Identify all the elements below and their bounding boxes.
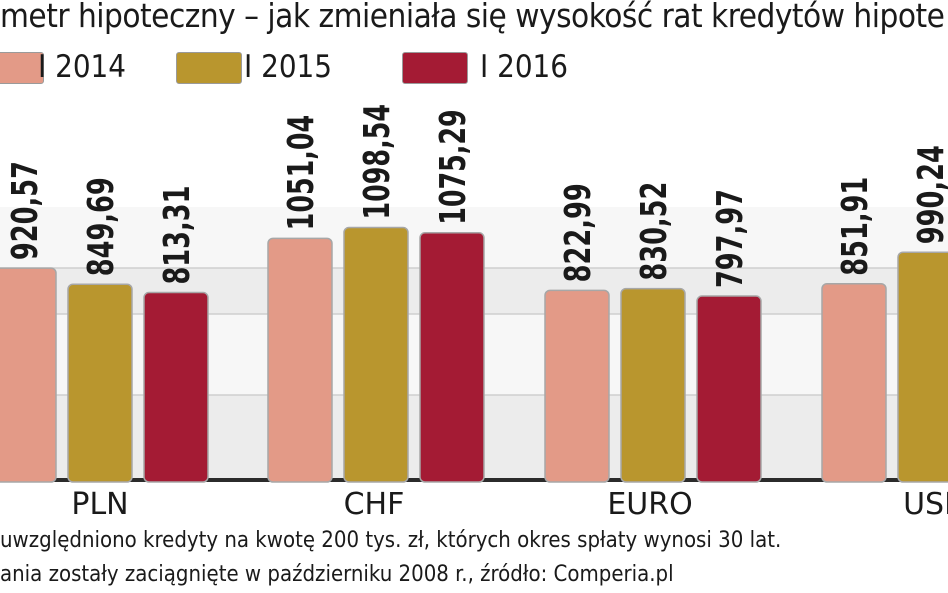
legend-swatch-2016 [402, 52, 468, 84]
legend-label-2014: I 2014 [38, 49, 127, 85]
data-label-euro-i-2016: 797,97 [710, 189, 751, 288]
data-label-euro-i-2014: 822,99 [558, 183, 599, 282]
bar-pln-i-2015 [67, 283, 133, 483]
legend-label-2015: I 2015 [244, 49, 333, 85]
bar-usd-i-2014 [821, 282, 887, 483]
data-label-euro-i-2015: 830,52 [634, 182, 675, 281]
category-label-usd: USI [903, 487, 948, 520]
bar-euro-i-2015 [620, 287, 686, 483]
bar-chf-i-2015 [343, 226, 409, 483]
data-label-pln-i-2014: 920,57 [5, 161, 46, 260]
data-label-pln-i-2016: 813,31 [157, 186, 198, 285]
bar-euro-i-2016 [696, 295, 762, 483]
bar-chart: 920,57 849,69 813,31 PLN 1051,04 1098,54 1075,… [0, 104, 948, 520]
bar-chf-i-2016 [419, 232, 485, 483]
chart-title: metr hipoteczny – jak zmieniała się wyso… [0, 0, 945, 35]
footnote-2: ania zostały zaciągnięte w październiku … [0, 562, 674, 587]
footnote-1: uwzględniono kredyty na kwotę 200 tys. z… [0, 528, 782, 553]
legend-label-2016: I 2016 [480, 49, 569, 85]
bar-euro-i-2014 [544, 289, 610, 483]
data-label-chf-i-2016: 1075,29 [433, 109, 474, 225]
legend-item-2016: I 2016 [402, 49, 602, 86]
data-label-usd-i-2015: 990,24 [911, 145, 948, 244]
bar-usd-i-2015 [897, 251, 948, 483]
data-label-pln-i-2015: 849,69 [81, 177, 122, 276]
data-label-chf-i-2014: 1051,04 [281, 115, 322, 231]
category-label-pln: PLN [71, 487, 128, 520]
bar-pln-i-2016 [143, 291, 209, 483]
legend-swatch-2015 [176, 52, 242, 84]
category-label-euro: EURO [607, 487, 692, 520]
bar-pln-i-2014 [0, 267, 57, 483]
data-label-chf-i-2015: 1098,54 [357, 104, 398, 220]
category-label-chf: CHF [344, 487, 405, 520]
legend-item-2014: I 2014 [0, 49, 178, 86]
data-label-usd-i-2014: 851,91 [835, 177, 876, 276]
legend-swatch-2014 [0, 52, 44, 84]
legend-item-2015: I 2015 [176, 49, 376, 86]
bar-chf-i-2014 [267, 237, 333, 483]
